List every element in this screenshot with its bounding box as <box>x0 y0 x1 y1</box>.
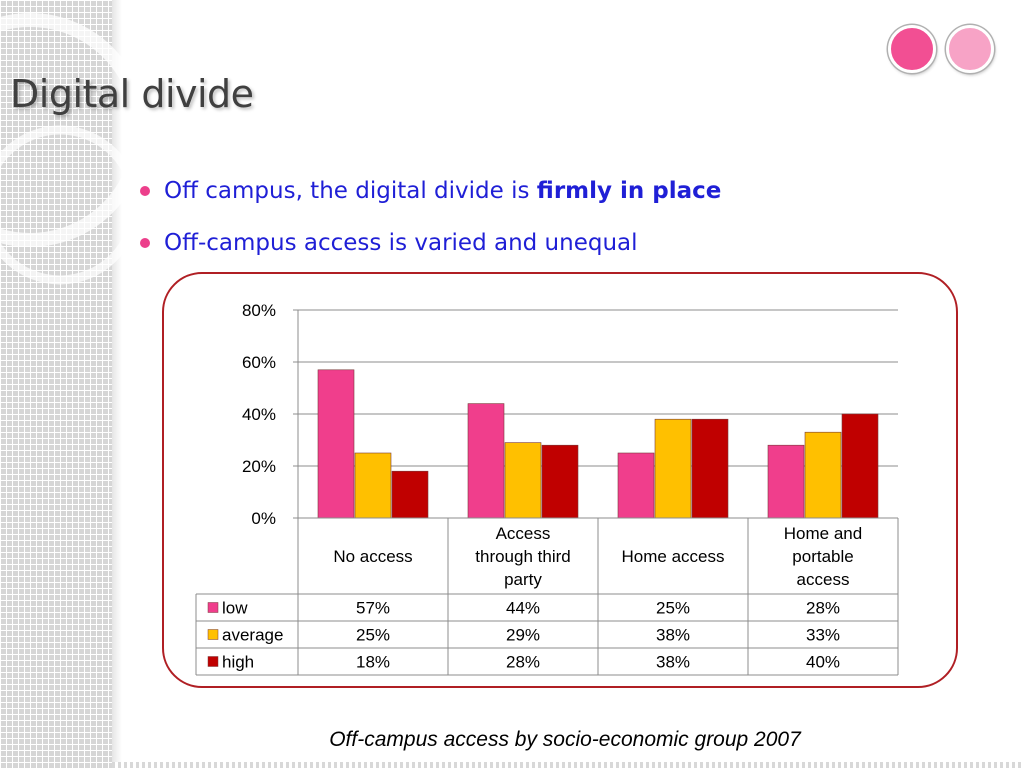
bar-average <box>504 442 542 519</box>
legend-label: high <box>222 653 254 672</box>
bar-high <box>391 470 429 519</box>
data-label: 29% <box>506 626 540 645</box>
pink-dot-icon <box>888 25 936 73</box>
bullet-text: Off-campus access is varied and unequal <box>164 230 638 256</box>
page-title: Digital divide <box>10 72 254 116</box>
data-label: 33% <box>806 626 840 645</box>
legend-key-low <box>207 602 219 613</box>
chart-caption: Off-campus access by socio-economic grou… <box>329 728 801 751</box>
bullet-item: Off campus, the digital divide is firmly… <box>136 172 721 224</box>
data-label: 18% <box>356 653 390 672</box>
bar-low <box>767 444 805 519</box>
y-tick-label: 20% <box>242 457 276 476</box>
y-tick-label: 40% <box>242 405 276 424</box>
bar-average <box>654 418 692 519</box>
legend-label: average <box>222 626 283 645</box>
data-label: 57% <box>356 599 390 618</box>
category-label: party <box>504 570 542 589</box>
category-label: through third <box>475 547 570 566</box>
data-label: 25% <box>356 626 390 645</box>
bar-high <box>541 444 579 519</box>
chart-frame: 0% 20% 40% 60% 80% No access Access through thi… <box>162 272 958 688</box>
y-tick-label: 80% <box>242 301 276 320</box>
side-strip-shadow <box>112 0 122 768</box>
category-label: Access <box>496 524 551 543</box>
data-label: 25% <box>656 599 690 618</box>
legend-key-high <box>207 656 219 667</box>
category-label: access <box>797 570 850 589</box>
bullet-list: Off campus, the digital divide is firmly… <box>136 172 721 276</box>
bar-average <box>804 431 842 519</box>
bar-low <box>317 369 355 519</box>
bar-high <box>691 418 729 519</box>
y-tick-label: 0% <box>251 509 276 528</box>
data-label: 40% <box>806 653 840 672</box>
bar-chart: 0% 20% 40% 60% 80% No access Access through thi… <box>195 301 899 676</box>
light-pink-dot-icon <box>946 25 994 73</box>
category-label: portable <box>792 547 853 566</box>
category-label: Home access <box>622 547 725 566</box>
data-label: 28% <box>506 653 540 672</box>
y-tick-label: 60% <box>242 353 276 372</box>
data-label: 38% <box>656 626 690 645</box>
decorative-arcs <box>0 13 147 285</box>
bar-low <box>467 403 505 519</box>
bar-average <box>354 452 392 519</box>
decorative-dots <box>886 22 1006 76</box>
legend-label: low <box>222 599 248 618</box>
bullet-text: Off campus, the digital divide is <box>164 178 537 204</box>
data-label: 38% <box>656 653 690 672</box>
bar-low <box>617 452 655 519</box>
bottom-pattern-strip <box>112 762 1024 768</box>
category-label: Home and <box>784 524 862 543</box>
data-label: 44% <box>506 599 540 618</box>
bar-high <box>841 413 879 519</box>
category-label: No access <box>333 547 412 566</box>
data-label: 28% <box>806 599 840 618</box>
legend-key-average <box>207 629 219 640</box>
bullet-item: Off-campus access is varied and unequal <box>136 224 721 276</box>
bullet-emphasis: firmly in place <box>536 178 722 204</box>
